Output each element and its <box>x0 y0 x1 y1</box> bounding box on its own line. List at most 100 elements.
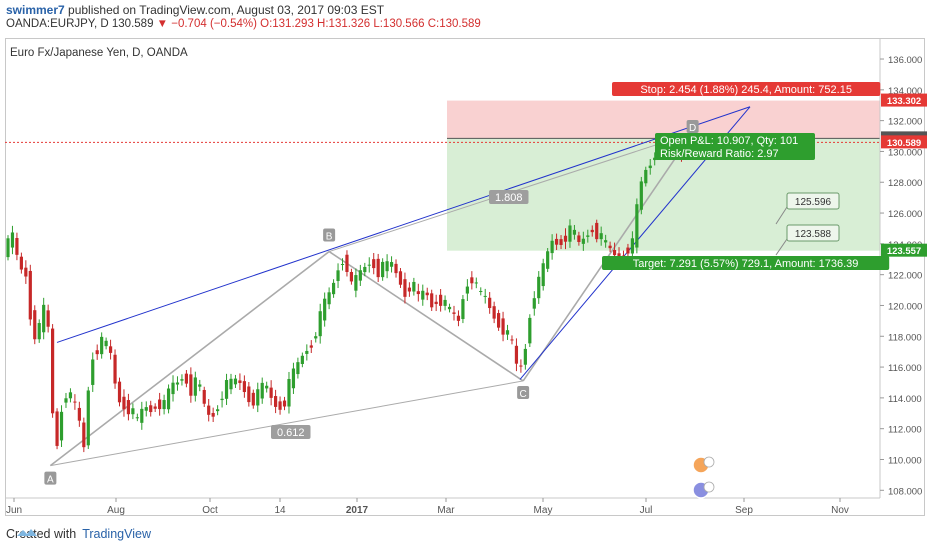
stop-label: Stop: 2.454 (1.88%) 245.4, Amount: 752.1… <box>640 84 852 96</box>
candle-body <box>59 411 64 441</box>
candle-body <box>300 355 304 364</box>
y-tick-label: 116.000 <box>888 363 922 374</box>
candle-body <box>224 380 229 399</box>
candle-body <box>608 245 612 249</box>
candle-body <box>470 277 474 284</box>
candle-body <box>211 412 215 417</box>
candle-body <box>568 225 572 242</box>
candle-body <box>207 405 211 415</box>
candle-body <box>28 270 32 320</box>
ohlc-open: O:131.293 <box>260 18 314 30</box>
candle-body <box>523 348 527 365</box>
candle-body <box>465 286 469 294</box>
y-tick-label: 136.000 <box>888 55 922 66</box>
candle-body <box>42 304 46 333</box>
chart-title: Euro Fx/Japanese Yen, D, OANDA <box>10 47 188 59</box>
candle-body <box>474 282 478 284</box>
pattern-point-label: B <box>326 232 333 243</box>
pattern-point-d: D <box>686 119 699 134</box>
candle-body <box>265 385 269 389</box>
candle-body <box>104 340 108 347</box>
y-tick-label: 134.000 <box>888 86 922 97</box>
candle-body <box>171 382 175 395</box>
candle-body <box>425 292 429 296</box>
candle-body <box>514 345 519 364</box>
candle-body <box>586 235 590 237</box>
candle-body <box>559 239 563 245</box>
y-tick-label: 132.000 <box>888 117 922 128</box>
candle-body <box>483 295 487 297</box>
pattern-point-box <box>686 119 699 133</box>
x-tick-label: Oct <box>202 505 218 516</box>
candle-body <box>140 408 144 423</box>
candle-body <box>193 377 197 396</box>
candle-body <box>158 399 162 410</box>
candle-body <box>604 240 608 243</box>
candle-body <box>612 250 617 256</box>
symbol-label: OANDA:EURJPY, D <box>6 18 109 30</box>
pl-box <box>655 133 815 160</box>
candle-body <box>327 292 331 305</box>
candle-body <box>314 336 318 339</box>
candle-body <box>37 323 41 340</box>
last-price: 130.589 <box>111 18 154 30</box>
candle-body <box>282 400 287 407</box>
candle-body <box>497 313 501 328</box>
y-tick-label: 114.000 <box>888 394 922 405</box>
candle-body <box>10 232 15 248</box>
tradingview-brand[interactable]: TradingView <box>82 527 151 541</box>
candle-body <box>349 271 354 282</box>
candle-body <box>385 261 389 272</box>
ohlc-high: H:131.326 <box>317 18 371 30</box>
candle-body <box>595 222 599 240</box>
y-tick-label: 112.000 <box>888 425 922 436</box>
candle-body <box>46 310 50 327</box>
candle-body <box>126 400 131 415</box>
target-label: Target: 7.291 (5.57%) 729.1, Amount: 173… <box>633 258 859 270</box>
y-tick-label: 130.000 <box>888 147 922 158</box>
channel-upper-line <box>56 106 751 343</box>
candle-body <box>456 315 461 321</box>
x-tick-label: Sep <box>735 505 753 516</box>
ohlc-close: C:130.589 <box>427 18 481 30</box>
chart-frame <box>5 38 925 516</box>
ratio-label: 0.612 <box>277 427 305 439</box>
price-tag-label: 123.557 <box>887 246 921 257</box>
price-tag-label: 130.589 <box>887 138 921 149</box>
candle-body <box>537 276 541 299</box>
candle-body <box>345 254 349 272</box>
candle-body <box>581 238 585 244</box>
candle-body <box>6 238 10 258</box>
candle-body <box>55 411 59 446</box>
publish-info: swimmer7 published on TradingView.com, A… <box>6 3 384 17</box>
candle-body <box>309 345 313 348</box>
candle-body <box>256 389 260 406</box>
candle-body <box>443 299 447 306</box>
candle-body <box>599 233 603 240</box>
candle-body <box>269 387 273 398</box>
candle-body <box>274 396 278 407</box>
event-badge-icon <box>703 456 715 468</box>
x-tick-label: Jul <box>640 505 653 516</box>
price-tag-box <box>881 135 927 149</box>
author-name[interactable]: swimmer7 <box>6 3 65 17</box>
candle-body <box>510 339 514 341</box>
candle-body <box>86 390 90 446</box>
y-tick-label: 128.000 <box>888 178 922 189</box>
candle-body <box>202 389 206 404</box>
candle-body <box>554 238 559 245</box>
stop-zone <box>447 100 880 139</box>
candle-body <box>381 261 385 278</box>
candle-body <box>117 381 122 403</box>
pattern-point-label: C <box>520 389 527 400</box>
candle-body <box>216 409 220 412</box>
open-pl-label: Open P&L: 10.907, Qty: 101 <box>660 135 798 147</box>
ratio-label-box <box>271 425 311 439</box>
y-tick-label: 110.000 <box>888 455 922 466</box>
candle-body <box>416 291 420 295</box>
pattern-point-a: A <box>44 471 57 486</box>
candle-body <box>198 384 202 387</box>
candle-body <box>77 407 81 421</box>
candle-body <box>220 398 224 401</box>
